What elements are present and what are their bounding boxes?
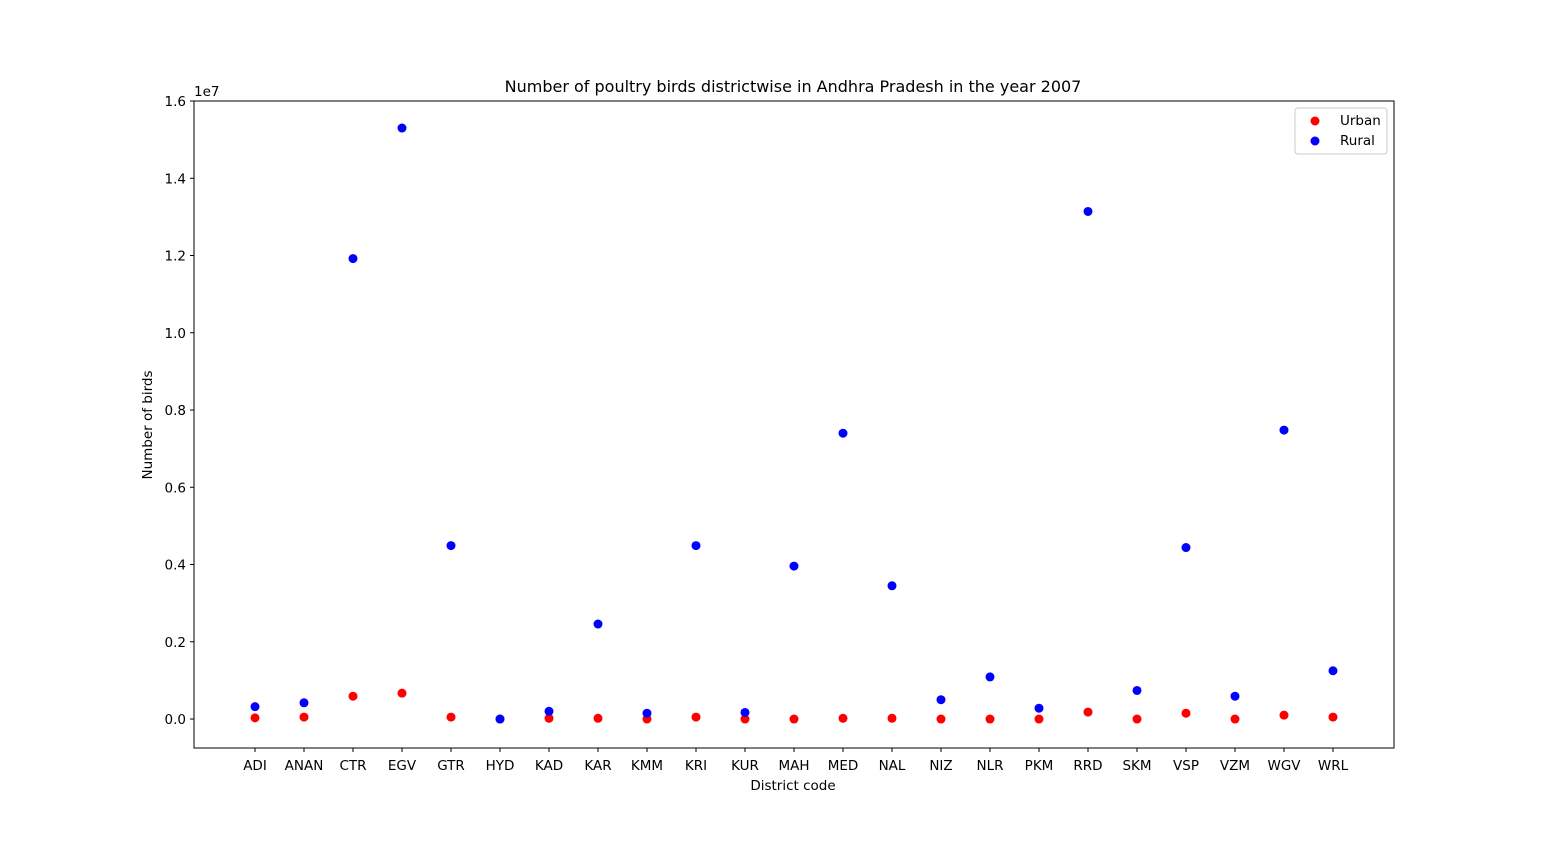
- y-axis-label: Number of birds: [140, 370, 156, 479]
- x-tick-label: ADI: [243, 758, 267, 774]
- point-rural: [642, 708, 652, 718]
- legend-label: Rural: [1340, 133, 1375, 149]
- x-tick-label: HYD: [486, 758, 515, 774]
- point-urban: [1181, 708, 1191, 718]
- x-tick-label: KRI: [685, 758, 707, 774]
- point-urban: [1034, 714, 1044, 724]
- x-tick-label: NAL: [879, 758, 906, 774]
- x-tick-label: ANAN: [285, 758, 324, 774]
- point-urban: [740, 714, 750, 724]
- point-rural: [789, 561, 799, 571]
- point-rural: [446, 541, 456, 551]
- y-tick-label: 1.0: [165, 326, 186, 342]
- x-tick-label: EGV: [388, 758, 417, 774]
- point-urban: [593, 713, 603, 723]
- point-urban: [838, 713, 848, 723]
- x-tick-label: GTR: [437, 758, 465, 774]
- x-tick-label: KMM: [631, 758, 663, 774]
- point-rural: [1181, 543, 1191, 553]
- point-rural: [495, 714, 505, 724]
- y-tick-label: 0.8: [165, 403, 186, 419]
- point-urban: [1230, 714, 1240, 724]
- point-rural: [544, 706, 554, 716]
- y-tick-label: 0.0: [165, 712, 186, 728]
- point-urban: [348, 691, 358, 701]
- x-tick-label: MAH: [778, 758, 809, 774]
- point-rural: [299, 698, 309, 708]
- x-tick-label: SKM: [1122, 758, 1151, 774]
- point-rural: [250, 702, 260, 712]
- y-axis-offset-label: 1e7: [194, 84, 219, 100]
- x-tick-label: WGV: [1267, 758, 1301, 774]
- x-axis: ADI ANAN CTR EGV GTR HYD KAD KAR KMM KRI KUR MAH MED…: [243, 748, 1349, 774]
- legend-marker: [1310, 136, 1320, 146]
- point-rural: [1328, 666, 1338, 676]
- x-tick-label: NLR: [977, 758, 1004, 774]
- chart-title: Number of poultry birds districtwise in …: [505, 77, 1082, 96]
- point-urban: [299, 712, 309, 722]
- point-urban: [250, 713, 260, 723]
- point-rural: [1279, 425, 1289, 435]
- point-rural: [1083, 206, 1093, 216]
- x-tick-label: NIZ: [929, 758, 952, 774]
- legend: Urban Rural: [1294, 107, 1388, 155]
- y-tick-label: 0.4: [165, 558, 186, 574]
- point-urban: [1279, 710, 1289, 720]
- legend-label: Urban: [1340, 113, 1381, 129]
- point-rural: [936, 695, 946, 705]
- x-tick-label: MED: [828, 758, 859, 774]
- legend-marker: [1310, 116, 1320, 126]
- point-urban: [936, 714, 946, 724]
- point-urban: [1328, 712, 1338, 722]
- x-tick-label: WRL: [1318, 758, 1349, 774]
- y-tick-label: 0.2: [165, 635, 186, 651]
- x-tick-label: VSP: [1173, 758, 1199, 774]
- point-rural: [593, 619, 603, 629]
- point-rural: [691, 541, 701, 551]
- x-tick-label: KAR: [584, 758, 611, 774]
- point-rural: [397, 123, 407, 133]
- y-tick-label: 1.4: [165, 171, 186, 187]
- point-rural: [740, 707, 750, 717]
- point-urban: [544, 713, 554, 723]
- x-tick-label: KAD: [535, 758, 563, 774]
- point-rural: [985, 672, 995, 682]
- point-rural: [1132, 685, 1142, 695]
- point-urban: [1083, 707, 1093, 717]
- y-axis: 0.0 0.2 0.4 0.6 0.8 1.0 1.2 1.4 1.6: [165, 94, 194, 728]
- point-rural: [838, 428, 848, 438]
- point-urban: [1132, 714, 1142, 724]
- series-rural: [250, 123, 1338, 724]
- point-rural: [348, 254, 358, 264]
- point-urban: [446, 712, 456, 722]
- data-points: [250, 123, 1338, 724]
- y-tick-label: 0.6: [165, 480, 186, 496]
- point-rural: [887, 581, 897, 591]
- plot-area: [193, 100, 1395, 749]
- x-tick-label: KUR: [731, 758, 759, 774]
- point-urban: [789, 714, 799, 724]
- point-urban: [397, 688, 407, 698]
- point-rural: [1034, 703, 1044, 713]
- point-urban: [691, 712, 701, 722]
- point-urban: [887, 713, 897, 723]
- y-tick-label: 1.6: [165, 94, 186, 110]
- y-tick-label: 1.2: [165, 249, 186, 265]
- x-axis-label: District code: [750, 778, 835, 794]
- x-tick-label: RRD: [1073, 758, 1102, 774]
- x-tick-label: VZM: [1220, 758, 1250, 774]
- point-rural: [1230, 691, 1240, 701]
- x-tick-label: CTR: [339, 758, 366, 774]
- point-urban: [985, 714, 995, 724]
- x-tick-label: PKM: [1025, 758, 1054, 774]
